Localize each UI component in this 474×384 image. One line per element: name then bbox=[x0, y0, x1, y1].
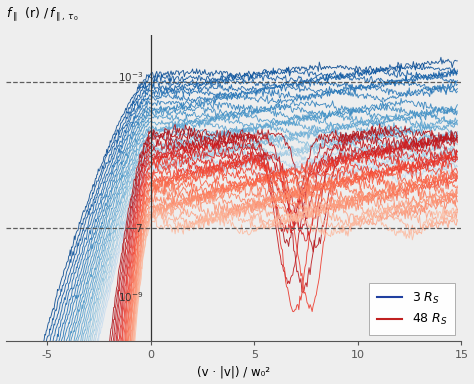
X-axis label: (v · |v|) / w₀²: (v · |v|) / w₀² bbox=[197, 366, 270, 379]
Text: $10^{-9}$: $10^{-9}$ bbox=[118, 290, 143, 304]
Legend: 3 $R_S$, 48 $R_S$: 3 $R_S$, 48 $R_S$ bbox=[369, 283, 455, 334]
Text: $f_\parallel\,$ (r) $/ \, f_{\parallel,\,\tau_0}$: $f_\parallel\,$ (r) $/ \, f_{\parallel,\… bbox=[6, 5, 78, 23]
Text: $-7$: $-7$ bbox=[127, 222, 143, 234]
Text: $10^{-3}$: $10^{-3}$ bbox=[118, 70, 143, 84]
